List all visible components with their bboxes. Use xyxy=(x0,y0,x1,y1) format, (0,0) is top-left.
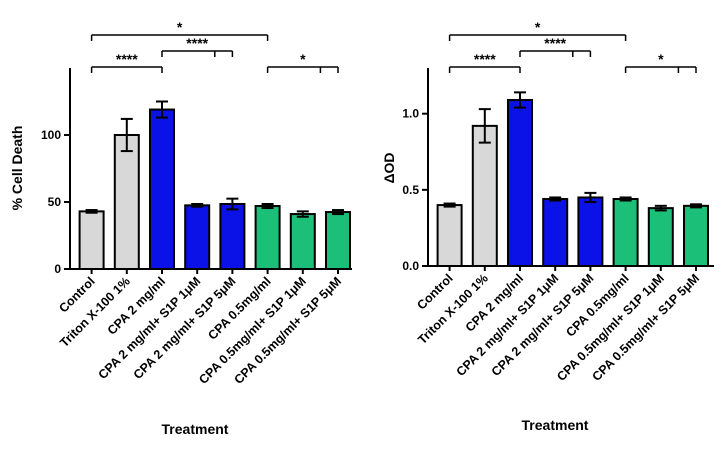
significance-label: **** xyxy=(186,35,208,51)
bar xyxy=(254,205,281,271)
bar xyxy=(219,203,246,270)
x-axis-title: Treatment xyxy=(162,421,229,437)
bar xyxy=(149,108,175,271)
y-tick-label: 1.0 xyxy=(402,107,419,121)
bar xyxy=(471,124,498,267)
significance-label: **** xyxy=(116,51,138,67)
significance-label: **** xyxy=(544,35,566,51)
bar xyxy=(542,197,569,267)
y-tick-label: 0.5 xyxy=(402,183,419,197)
significance-label: * xyxy=(658,51,664,67)
bar xyxy=(184,204,211,271)
significance-label: * xyxy=(535,19,541,35)
y-tick-label: 100 xyxy=(41,128,61,142)
bar xyxy=(647,207,674,267)
bar xyxy=(507,98,533,267)
y-tick-label: 0.0 xyxy=(402,259,419,273)
bar xyxy=(683,204,709,267)
bar xyxy=(436,204,463,267)
y-tick-label: 50 xyxy=(48,195,62,209)
bar xyxy=(289,213,316,270)
bar xyxy=(325,211,351,271)
bar xyxy=(577,196,604,267)
significance-label: **** xyxy=(474,51,496,67)
bar xyxy=(78,210,105,271)
significance-label: * xyxy=(300,51,306,67)
x-axis-title: Treatment xyxy=(522,417,589,433)
y-axis-title: % Cell Death xyxy=(9,126,25,211)
bar xyxy=(113,134,140,270)
significance-label: * xyxy=(177,19,183,35)
y-axis-title: ΔOD xyxy=(381,152,397,183)
y-tick-label: 0 xyxy=(54,262,61,276)
bar xyxy=(612,197,639,267)
